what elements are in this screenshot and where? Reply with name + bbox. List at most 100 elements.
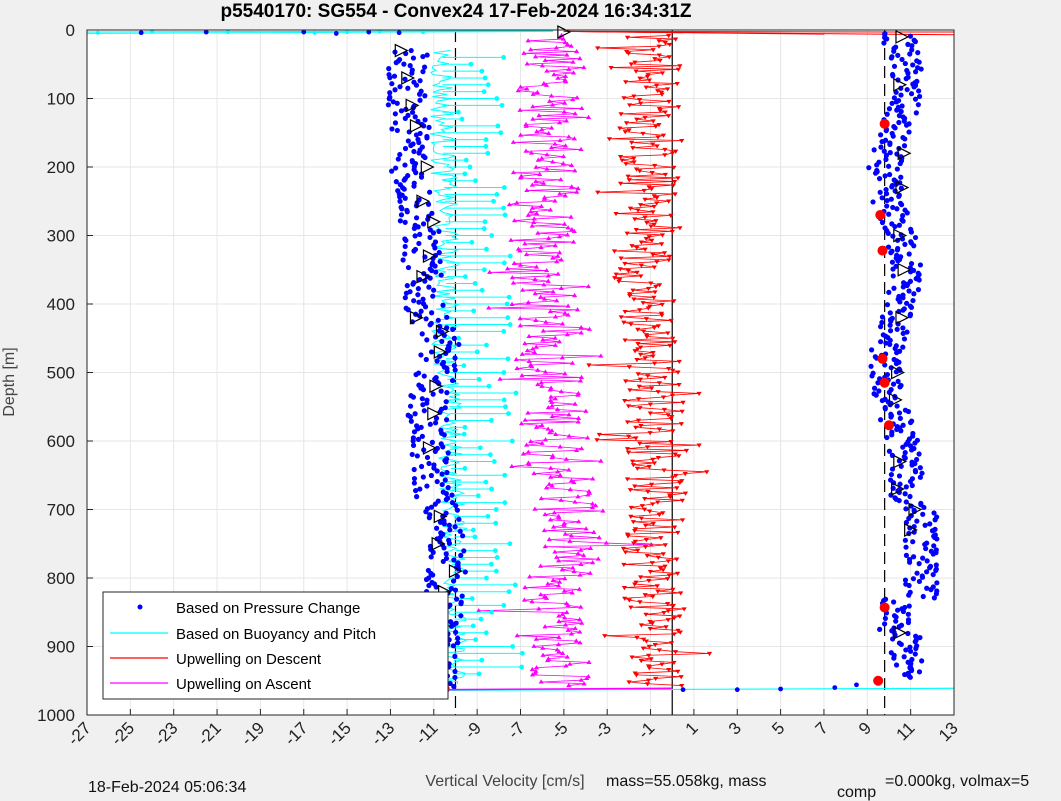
pressure-change-point (879, 319, 885, 326)
descent-upwelling-point (625, 51, 632, 56)
pressure-change-point (883, 191, 890, 197)
descent-upwelling-point (642, 593, 648, 598)
ascent-upwelling-point (564, 654, 570, 659)
pressure-change-point (138, 30, 144, 36)
profile-marker (409, 118, 424, 133)
ascent-upwelling-point (540, 328, 546, 333)
pressure-change-point (424, 52, 430, 58)
ascent-upwelling-point (545, 581, 551, 586)
pressure-change-point (887, 171, 893, 178)
buoyancy-point (506, 294, 512, 300)
descent-upwelling-point (679, 409, 685, 414)
ascent-upwelling-point (557, 579, 563, 584)
ascent-upwelling-point (532, 276, 538, 282)
pressure-change-point (451, 557, 457, 563)
ascent-upwelling-point (542, 437, 549, 442)
descent-upwelling-point (660, 395, 667, 400)
descent-upwelling-point (626, 128, 632, 133)
ascent-upwelling-point (541, 194, 548, 200)
buoyancy-point (486, 383, 492, 389)
ascent-upwelling-point (533, 636, 539, 641)
descent-upwelling-point (638, 274, 644, 279)
ascent-upwelling-point (539, 155, 545, 160)
pressure-change-point (461, 548, 467, 554)
descent-upwelling-point (672, 192, 678, 197)
pressure-change-point (438, 388, 444, 394)
descent-upwelling-point (666, 99, 672, 104)
descent-upwelling-point (625, 534, 631, 539)
pressure-change-point (405, 85, 411, 91)
pressure-change-point (415, 286, 421, 292)
ascent-upwelling-point (539, 383, 545, 388)
ascent-upwelling-point (590, 560, 596, 565)
descent-upwelling-point (629, 140, 635, 145)
ascent-upwelling-point (543, 595, 550, 600)
ascent-upwelling-point (568, 631, 575, 636)
pressure-change-point (882, 173, 888, 179)
pressure-change-point (411, 148, 417, 155)
pressure-change-point (906, 515, 912, 522)
ascent-upwelling-point (558, 285, 564, 290)
pressure-change-point (411, 183, 417, 189)
ascent-upwelling-point (533, 424, 540, 429)
ascent-upwelling-point (572, 168, 578, 173)
pressure-change-point (905, 619, 912, 626)
pressure-change-point (916, 93, 923, 100)
pressure-change-point (890, 233, 896, 239)
buoyancy-point (489, 561, 494, 567)
ascent-upwelling-point (541, 80, 547, 86)
ascent-upwelling-point (525, 410, 531, 415)
pressure-change-point (909, 447, 915, 453)
ascent-upwelling-point (556, 120, 563, 125)
descent-upwelling-point (646, 666, 652, 671)
pressure-change-point (460, 533, 466, 539)
descent-upwelling-point (632, 60, 638, 65)
buoyancy-point (513, 390, 519, 396)
profile-marker (904, 523, 918, 538)
pressure-change-point (903, 484, 909, 490)
legend-label-buoyancy: Based on Buoyancy and Pitch (176, 626, 376, 643)
pressure-change-point (409, 109, 416, 115)
pressure-change-point (440, 444, 446, 450)
pressure-change-point (908, 229, 915, 235)
descent-upwelling-point (641, 637, 647, 642)
pressure-change-point (433, 584, 439, 590)
pressure-change-point (408, 418, 414, 424)
pressure-change-point (905, 611, 911, 617)
pressure-change-point (907, 644, 913, 650)
pressure-change-point (419, 396, 425, 402)
ascent-upwelling-point (574, 447, 580, 453)
ascent-upwelling-point (533, 317, 539, 322)
ascent-upwelling-point (589, 504, 596, 510)
pressure-change-point (451, 362, 457, 369)
ascent-upwelling-point (558, 389, 564, 394)
buoyancy-point (501, 329, 507, 334)
pressure-change-point (908, 304, 915, 311)
ascent-upwelling-point (538, 380, 544, 385)
descent-upwelling-point (659, 92, 665, 97)
descent-upwelling-point (660, 133, 667, 138)
descent-upwelling-point (660, 511, 666, 516)
pressure-change-point (895, 378, 901, 385)
pressure-change-point (894, 247, 901, 253)
pressure-change-point (389, 168, 395, 174)
pressure-change-point (425, 201, 432, 207)
ascent-upwelling-point (543, 82, 550, 87)
pressure-change-point (916, 451, 922, 457)
pressure-change-point (902, 577, 909, 583)
profile-marker (433, 509, 448, 524)
ascent-upwelling-point (579, 446, 585, 451)
pressure-change-point (427, 322, 433, 328)
pressure-change-point (396, 194, 403, 200)
pressure-change-point (911, 243, 917, 249)
pressure-change-point (919, 658, 925, 664)
ascent-upwelling-point (517, 262, 524, 267)
pressure-change-point (424, 135, 430, 141)
descent-upwelling-point (602, 634, 608, 639)
descent-upwelling-point (675, 370, 681, 375)
ascent-upwelling-point (555, 641, 562, 647)
buoyancy-point (479, 68, 485, 74)
pressure-change-point (927, 565, 933, 571)
ascent-upwelling-point (587, 570, 593, 575)
pressure-change-point (872, 170, 879, 176)
